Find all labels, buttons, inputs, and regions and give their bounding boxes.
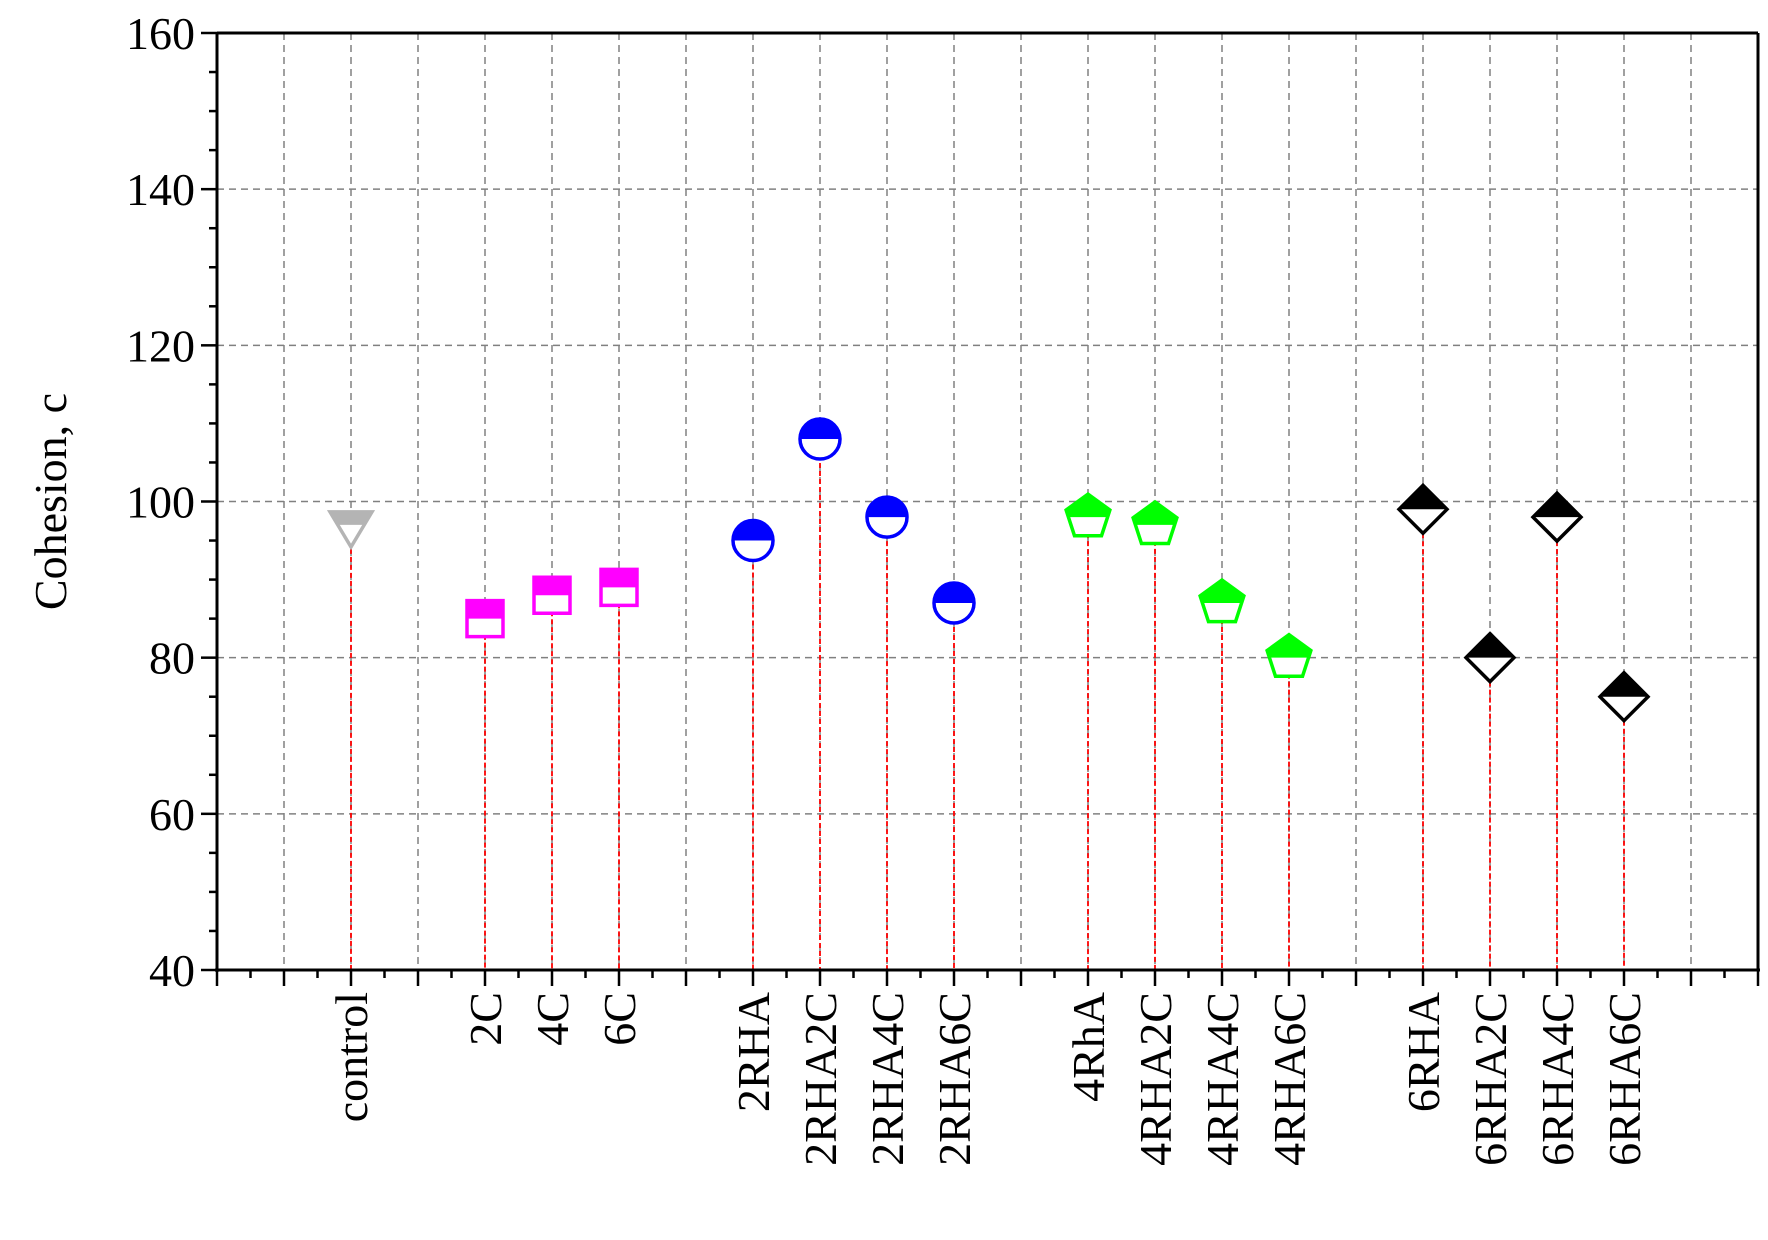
- marker-square: [465, 598, 505, 639]
- x-tick-label: 4RhA: [1063, 992, 1114, 1102]
- x-tick-label: 6RHA2C: [1465, 992, 1516, 1166]
- x-tick-label: 2RHA6C: [929, 992, 980, 1166]
- marker-outline: [1597, 670, 1651, 724]
- y-tick-label: 60: [149, 789, 195, 840]
- y-tick-label: 160: [126, 8, 195, 59]
- x-tick-label: 4RHA6C: [1264, 992, 1315, 1166]
- x-tick-label: 2RHA: [728, 992, 779, 1112]
- marker-fill: [1533, 493, 1581, 518]
- marker-circle: [731, 518, 775, 563]
- marker-outline: [599, 567, 639, 608]
- marker-outline: [1131, 499, 1179, 546]
- x-tick-label: control: [326, 992, 377, 1122]
- marker-circle: [865, 495, 909, 539]
- marker-triangle-down: [326, 510, 376, 551]
- marker-outline: [1198, 577, 1246, 624]
- marker-outline: [1396, 482, 1450, 536]
- y-tick-label: 100: [126, 477, 195, 528]
- tick-labels: 40 60 80 100 120 140 160 control 2C 4C 6C 2RHA 2RHA2…: [126, 8, 1650, 1166]
- marker-fill: [1200, 580, 1244, 604]
- marker-square: [532, 575, 572, 615]
- drop-lines: [350, 439, 1625, 970]
- x-tick-label: 4RHA4C: [1197, 992, 1248, 1166]
- marker-fill: [1133, 501, 1177, 525]
- marker-diamond: [1463, 631, 1517, 685]
- marker-outline: [1265, 632, 1313, 679]
- axes: [201, 31, 1760, 986]
- marker-fill: [867, 497, 907, 518]
- y-tick-label: 40: [149, 945, 195, 996]
- marker-diamond: [1396, 482, 1450, 536]
- marker-outline: [865, 495, 909, 539]
- x-tick-label: 4C: [527, 992, 578, 1046]
- marker-outline: [1064, 491, 1112, 538]
- marker-fill: [1466, 633, 1514, 658]
- marker-outline: [932, 581, 976, 625]
- marker-circle: [798, 417, 842, 461]
- marker-fill: [467, 600, 503, 619]
- x-tick-label: 6RHA4C: [1532, 992, 1583, 1166]
- marker-fill: [733, 520, 773, 541]
- x-tick-label: 6RHA6C: [1599, 992, 1650, 1166]
- marker-pentagon: [1198, 577, 1246, 624]
- marker-fill: [1066, 494, 1110, 518]
- x-tick-label: 2C: [460, 992, 511, 1046]
- marker-outline: [532, 575, 572, 615]
- marker-fill: [1399, 485, 1447, 510]
- marker-outline: [798, 417, 842, 461]
- x-tick-label: 6RHA: [1398, 992, 1449, 1112]
- x-tick-label: 6C: [594, 992, 645, 1046]
- marker-fill: [800, 419, 840, 440]
- marker-diamond: [1597, 670, 1651, 724]
- marker-fill: [934, 583, 974, 604]
- y-axis-title: Cohesion, c: [25, 393, 76, 610]
- marker-square: [599, 567, 639, 608]
- marker-fill: [330, 511, 372, 525]
- y-tick-label: 140: [126, 164, 195, 215]
- marker-pentagon: [1265, 632, 1313, 679]
- marker-outline: [465, 598, 505, 639]
- marker-outline: [326, 510, 376, 551]
- marker-fill: [1267, 634, 1311, 658]
- marker-fill: [534, 577, 570, 596]
- marker-fill: [1600, 672, 1648, 697]
- x-tick-label: 2RHA4C: [862, 992, 913, 1166]
- y-tick-label: 80: [149, 633, 195, 684]
- x-tick-label: 4RHA2C: [1130, 992, 1181, 1166]
- marker-outline: [731, 518, 775, 563]
- marker-diamond: [1530, 490, 1584, 544]
- marker-circle: [932, 581, 976, 625]
- data-markers: [326, 417, 1651, 724]
- marker-pentagon: [1064, 491, 1112, 538]
- marker-outline: [1530, 490, 1584, 544]
- grid-lines: [217, 33, 1758, 970]
- marker-pentagon: [1131, 499, 1179, 546]
- marker-fill: [601, 569, 637, 588]
- marker-outline: [1463, 631, 1517, 685]
- x-tick-label: 2RHA2C: [795, 992, 846, 1166]
- y-tick-label: 120: [126, 320, 195, 371]
